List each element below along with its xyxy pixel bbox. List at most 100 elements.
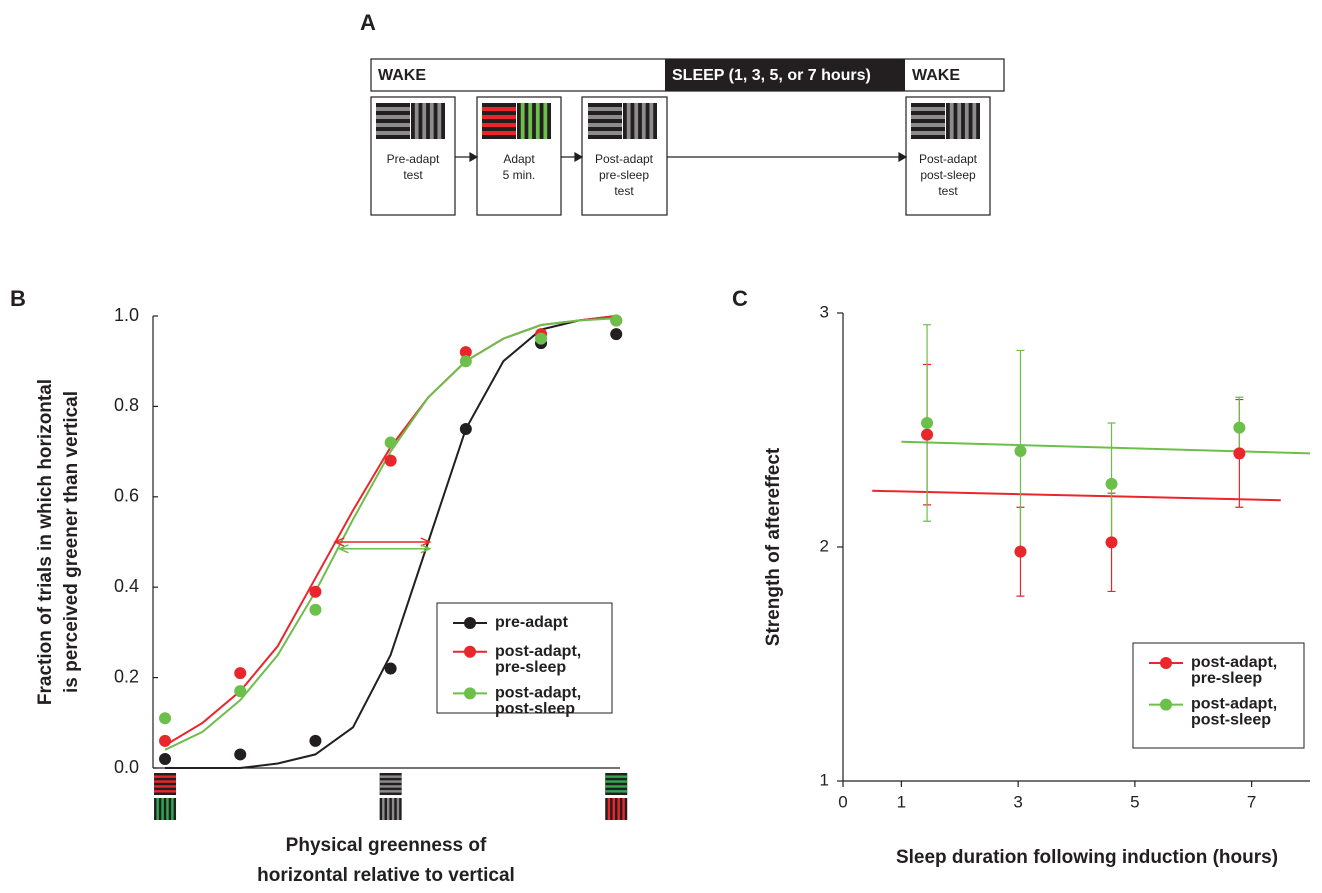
data-point [1233,421,1246,434]
x-axis-label: Sleep duration following induction (hour… [896,847,1278,868]
shift-arrow [333,537,432,547]
box-text: test [938,184,958,198]
data-point [309,603,322,616]
x-axis-label: Physical greenness of [286,835,487,856]
grating-stripe [379,780,402,783]
x-tick-label: 0 [838,792,847,811]
data-point [1014,545,1027,558]
legend-label: post-adapt, pre-sleep [1191,654,1282,687]
box-text: Post-adapt [919,152,978,166]
grating-stripe [156,798,159,820]
y-tick-label: 2 [820,536,829,555]
y-axis-label: Fraction of trials in which horizontal [35,379,56,705]
data-point [610,314,623,327]
box-text: post-sleep [920,168,976,182]
grating-stripe [482,131,516,135]
data-point [921,428,934,441]
fit-curve [164,317,617,751]
grating-stripe [605,780,628,783]
grating-stripe [528,103,533,139]
grating-stripe [376,123,410,127]
legend-marker [1160,698,1172,711]
grating-stripe [379,790,402,793]
grating-stripe [379,775,402,778]
grating-stripe [376,107,410,111]
legend-marker [1160,657,1172,669]
box-text: Adapt [503,152,535,166]
y-tick-label: 0.4 [114,576,139,596]
grating-stripe [391,798,395,820]
arrow-head [469,151,479,163]
data-point [921,416,934,429]
grating-stripe [626,103,631,139]
grating-bg [605,773,628,795]
x-tick-label: 1 [897,792,906,811]
grating-stripe [386,798,390,820]
box-text: test [614,184,634,198]
fit-line [872,489,1281,502]
y-axis-label: is perceived greener than vertical [61,391,82,693]
box-text: 5 min. [503,168,536,182]
grating-stripe [957,103,962,139]
grating-stripe [543,103,548,139]
y-tick-label: 1 [820,770,829,789]
grating-bg [379,773,402,795]
grating-bg [605,798,628,820]
grating-stripe [422,103,427,139]
grating-stripe [911,123,945,127]
grating-stripe [482,115,516,119]
grating-stripe [588,115,622,119]
grating-stripe [588,131,622,135]
grating-stripe [166,798,169,820]
grating-stripe [605,775,628,778]
legend-marker [464,687,476,700]
panel-label: B [10,286,26,311]
timeline-label: WAKE [912,67,960,84]
grating-stripe [154,790,177,793]
grating-stripe [535,103,540,139]
grating-stripe [161,798,164,820]
grating-stripe [964,103,969,139]
data-point [1105,536,1118,549]
grating-stripe [634,103,639,139]
panel-label: C [732,286,748,311]
arrow-head [574,151,584,163]
legend-label: pre-adapt [495,614,569,631]
grating-stripe [949,103,954,139]
grating-stripe [414,103,419,139]
grating-stripe [154,785,177,788]
data-point [384,454,397,467]
grating-stripe [588,123,622,127]
grating-stripe [520,103,525,139]
data-point [1105,477,1118,490]
data-point [309,585,322,598]
grating-bg [154,773,177,795]
y-tick-label: 0.6 [114,486,139,506]
grating-stripe [437,103,442,139]
grating-stripe [429,103,434,139]
grating-stripe [617,798,620,820]
grating-bg [154,798,177,820]
data-point [234,748,247,761]
data-point [610,328,623,341]
grating-stripe [911,131,945,135]
grating-stripe [379,785,402,788]
panel-label: A [360,10,376,35]
data-point [384,436,397,449]
data-point [535,332,548,345]
legend-label: post-adapt, pre-sleep [495,643,586,676]
x-axis-label: horizontal relative to vertical [257,865,515,886]
data-point [309,734,322,747]
grating-stripe [622,798,625,820]
grating-stripe [911,115,945,119]
grating-stripe [482,123,516,127]
y-tick-label: 3 [820,302,829,321]
grating-stripe [154,775,177,778]
box-text: test [403,168,423,182]
data-point [459,423,472,435]
grating-stripe [607,798,611,820]
data-point [459,346,472,359]
shift-arrow [337,544,432,554]
grating-stripe [972,103,977,139]
